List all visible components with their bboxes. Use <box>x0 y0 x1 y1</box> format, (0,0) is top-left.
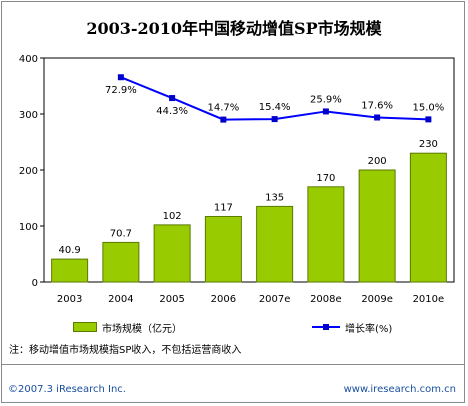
legend-bar-label: 市场规模（亿元） <box>102 324 182 335</box>
bars: 40.9 70.7 102 117 135 170 200 230 <box>51 139 447 283</box>
legend-line-label: 增长率(%) <box>345 324 393 335</box>
copyright: ©2007.3 iResearch Inc. <box>8 384 126 395</box>
bar <box>51 258 89 283</box>
growth-marker <box>425 116 432 123</box>
x-tick-label: 2006 <box>211 294 236 305</box>
x-tick-label: 2008e <box>310 294 342 305</box>
footnote: 注：移动增值市场规模指SP收入，不包括运营商收入 <box>9 345 242 356</box>
growth-marker <box>220 116 227 123</box>
bar-value-label: 230 <box>419 139 438 150</box>
legend-line-swatch <box>312 324 340 330</box>
bar-value-label: 170 <box>316 173 335 184</box>
bar-value-label: 70.7 <box>110 228 132 239</box>
bar <box>204 215 242 283</box>
chart-title: 2003-2010年中国移动增值SP市场规模 <box>86 19 382 38</box>
growth-label: 25.9% <box>310 94 342 105</box>
growth-line: 72.9% 44.3% 14.7% 15.4% 25.9% 17.6% 15.0% <box>105 74 444 123</box>
growth-marker <box>271 116 278 123</box>
y-tick-label: 300 <box>19 110 38 121</box>
bar <box>153 224 191 283</box>
x-tick-label: 2009e <box>361 294 393 305</box>
growth-marker <box>117 74 124 81</box>
growth-marker <box>169 95 176 102</box>
x-tick-label: 2005 <box>159 294 184 305</box>
y-tick-label: 0 <box>32 278 38 289</box>
growth-marker <box>322 108 329 115</box>
footer-divider <box>1 364 465 365</box>
bar-value-label: 117 <box>214 202 233 213</box>
legend-bar-swatch <box>73 322 97 332</box>
axes: 0 100 200 300 400 2003 2004 2005 2006 2007e 2008e 2… <box>19 54 455 305</box>
bar <box>409 152 447 283</box>
growth-label: 72.9% <box>105 85 137 96</box>
bar-value-label: 200 <box>368 156 387 167</box>
bar-value-label: 102 <box>163 211 182 222</box>
bar <box>256 205 294 283</box>
x-tick-label: 2003 <box>57 294 82 305</box>
bar-value-label: 135 <box>265 192 284 203</box>
growth-label: 15.4% <box>259 102 291 113</box>
growth-label: 15.0% <box>412 102 444 113</box>
x-tick-label: 2007e <box>259 294 291 305</box>
website: www.iresearch.com.cn <box>343 384 456 395</box>
growth-label: 14.7% <box>207 103 239 114</box>
x-tick-label: 2004 <box>108 294 133 305</box>
bar <box>358 169 396 283</box>
growth-label: 17.6% <box>361 100 393 111</box>
growth-marker <box>374 114 381 121</box>
x-tick-label: 2010e <box>413 294 445 305</box>
y-tick-label: 400 <box>19 54 38 65</box>
bar <box>102 241 140 283</box>
y-tick-label: 200 <box>19 166 38 177</box>
bar-value-label: 40.9 <box>58 245 80 256</box>
bar <box>307 186 345 283</box>
y-tick-label: 100 <box>19 222 38 233</box>
growth-label: 44.3% <box>156 106 188 117</box>
